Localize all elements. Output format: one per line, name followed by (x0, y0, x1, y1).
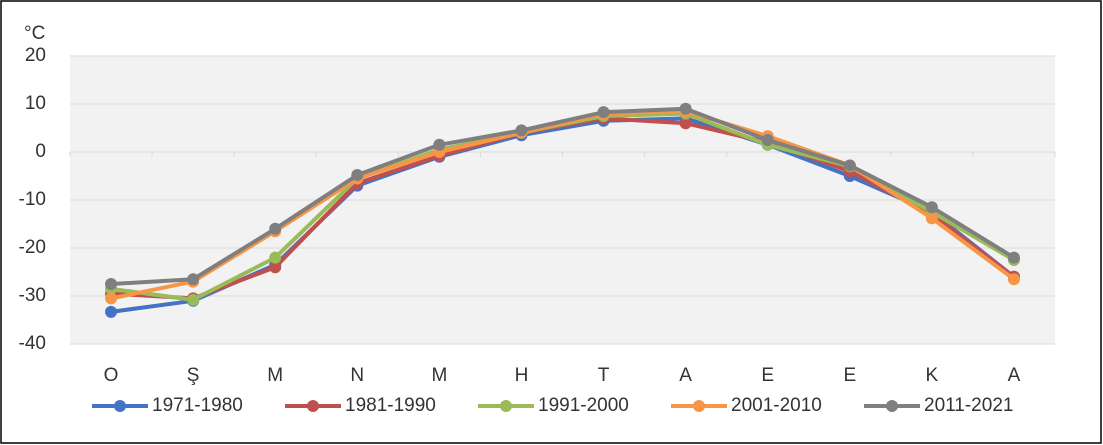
y-tick-label: -10 (19, 189, 46, 210)
legend-marker (693, 400, 705, 412)
x-tick-label: T (598, 365, 610, 386)
x-tick-label: E (843, 365, 856, 386)
data-point (351, 169, 364, 182)
x-tick-label: E (761, 365, 774, 386)
legend-marker (886, 400, 898, 412)
data-point (105, 305, 118, 318)
data-point (679, 117, 692, 130)
data-point (761, 134, 774, 146)
data-point (187, 273, 200, 286)
data-point (105, 278, 118, 290)
series-line (110, 106, 1016, 286)
legend-marker (500, 400, 512, 412)
legend-label: 2011-2021 (924, 395, 1013, 416)
y-tick-label: -40 (19, 333, 46, 354)
legend-label: 2001-2010 (731, 395, 822, 416)
data-point (269, 222, 282, 235)
data-point (105, 292, 118, 305)
data-point (187, 293, 200, 306)
data-point (597, 106, 610, 119)
y-tick-label: 0 (35, 141, 46, 162)
x-tick-label: M (431, 365, 447, 386)
data-point (433, 138, 446, 151)
data-point (269, 261, 282, 274)
y-tick-label: -30 (19, 285, 46, 306)
legend-marker (114, 400, 126, 412)
legend-label: 1971-1980 (152, 395, 243, 416)
data-point (679, 102, 692, 115)
data-point (1007, 273, 1020, 286)
data-point (515, 124, 528, 137)
data-point (925, 201, 938, 214)
x-tick-label: A (679, 365, 692, 386)
data-point (843, 159, 856, 172)
legend-marker (307, 400, 319, 412)
x-tick-label: A (1008, 365, 1021, 386)
x-tick-label: K (926, 365, 939, 386)
data-point (269, 251, 282, 264)
y-axis-label: °C (24, 23, 45, 44)
x-tick-label: M (267, 365, 283, 386)
x-tick-label: Ş (187, 365, 200, 386)
y-tick-label: 10 (25, 93, 46, 114)
legend-label: 1981-1990 (345, 395, 436, 416)
y-tick-label: -20 (19, 237, 46, 258)
x-tick-label: O (104, 365, 119, 386)
data-point (1007, 251, 1020, 264)
x-tick-label: H (515, 365, 529, 386)
y-tick-label: 20 (25, 45, 46, 66)
data-point (925, 212, 938, 225)
legend-label: 1991-2000 (538, 395, 629, 416)
x-tick-label: N (350, 365, 364, 386)
